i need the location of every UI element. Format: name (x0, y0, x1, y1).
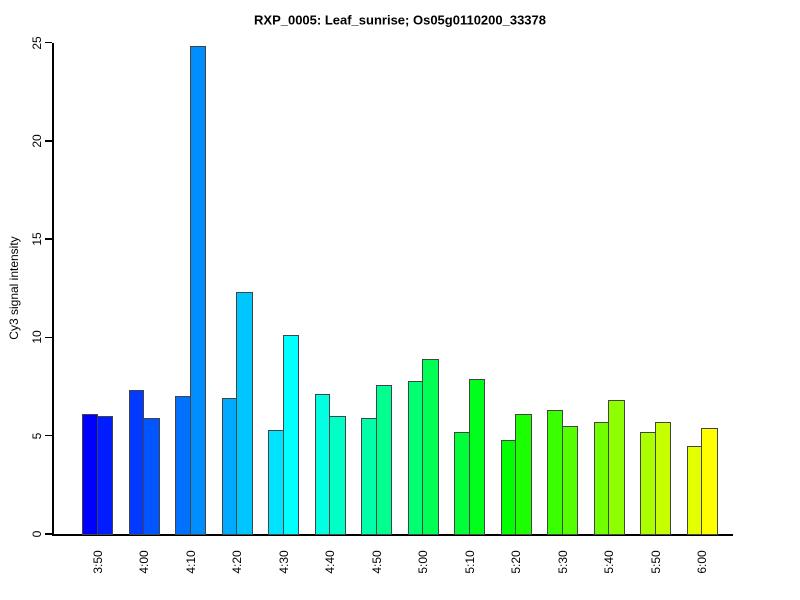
x-tick-label: 3:50 (90, 550, 105, 574)
bar (128, 390, 144, 535)
bar (515, 414, 532, 535)
y-tick-label: 10 (30, 330, 44, 345)
y-axis-line (52, 42, 54, 536)
x-tick-label: 6:00 (695, 550, 709, 574)
bar (640, 432, 656, 535)
bar (329, 416, 346, 535)
y-axis-label: Cy3 signal intensity (7, 236, 21, 340)
chart-title: RXP_0005: Leaf_sunrise; Os05g0110200_333… (254, 12, 546, 28)
bar (143, 418, 160, 535)
bar (375, 385, 392, 535)
y-tick (45, 140, 52, 142)
y-tick (45, 41, 52, 44)
bar (96, 416, 113, 535)
bar (422, 359, 439, 535)
x-tick-label: 5:00 (416, 550, 430, 574)
bar (468, 379, 485, 535)
bar (407, 381, 423, 535)
bar (175, 396, 191, 535)
x-tick-label: 5:20 (509, 550, 523, 574)
x-tick-label: 4:30 (276, 550, 291, 574)
y-tick-label: 0 (30, 530, 44, 538)
x-tick-label: 5:40 (602, 550, 616, 574)
x-tick-label: 4:10 (183, 550, 198, 574)
y-tick (45, 434, 52, 437)
y-tick-label: 5 (30, 432, 44, 440)
bar (236, 292, 253, 535)
y-tick (45, 336, 52, 339)
x-tick-label: 5:30 (555, 550, 570, 574)
bar (593, 422, 609, 535)
y-tick (45, 533, 52, 535)
x-tick-label: 4:40 (323, 550, 337, 574)
bar (454, 432, 470, 535)
bar (189, 46, 206, 535)
bar (282, 335, 299, 535)
bar (547, 410, 563, 535)
bar (701, 428, 718, 535)
x-tick-label: 4:20 (230, 550, 244, 574)
bar (654, 422, 671, 535)
y-tick-label: 25 (30, 35, 44, 50)
bar (608, 400, 625, 535)
bar (82, 414, 98, 535)
bar (561, 426, 578, 535)
x-tick-label: 5:10 (462, 550, 477, 574)
bar (361, 418, 377, 535)
bar (268, 430, 284, 535)
x-tick-label: 5:50 (648, 550, 663, 574)
y-tick (45, 238, 52, 240)
bar (221, 398, 237, 535)
bar (686, 446, 702, 535)
y-tick-label: 20 (30, 134, 44, 148)
x-tick-label: 4:50 (369, 550, 384, 574)
x-tick-label: 4:00 (137, 550, 151, 574)
bar (500, 440, 516, 535)
y-tick-label: 15 (30, 232, 44, 246)
bar (314, 394, 330, 535)
x-axis-line (52, 534, 733, 536)
